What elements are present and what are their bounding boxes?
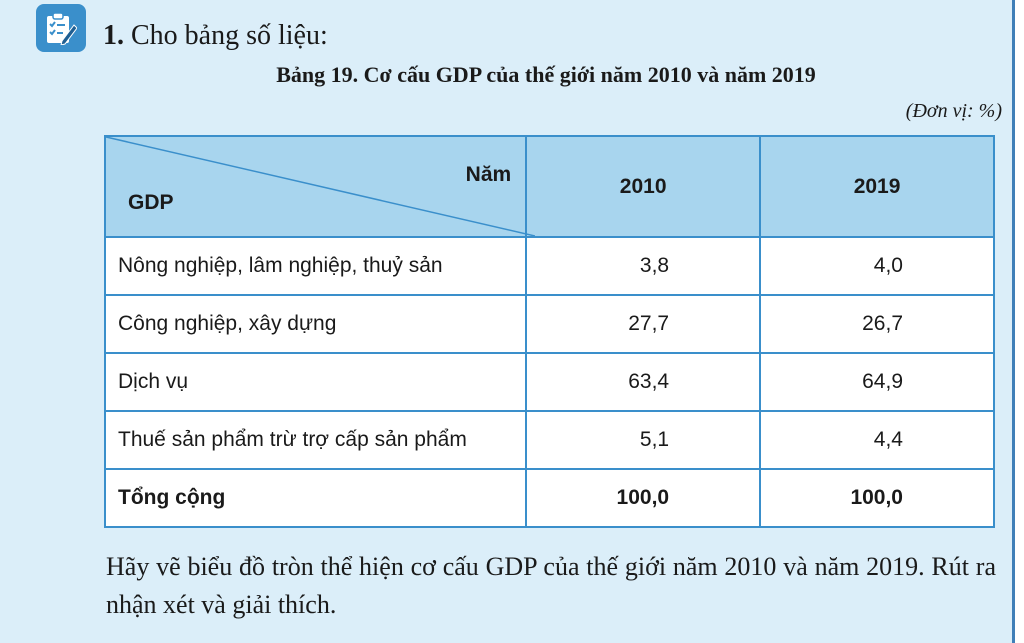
- table-row: Nông nghiệp, lâm nghiệp, thuỷ sản 3,8 4,…: [103, 236, 995, 296]
- panel-border: [1012, 0, 1015, 643]
- value-2010: 3,8: [525, 236, 762, 296]
- table-row: Công nghiệp, xây dựng 27,7 26,7: [103, 294, 995, 354]
- value-2019: 4,4: [759, 410, 995, 470]
- total-label: Tổng cộng: [103, 468, 528, 528]
- total-2019: 100,0: [759, 468, 995, 528]
- row-label: Thuế sản phẩm trừ trợ cấp sản phẩm: [103, 410, 528, 470]
- total-2010: 100,0: [525, 468, 762, 528]
- corner-year-label: Năm: [465, 163, 512, 186]
- value-2010: 5,1: [525, 410, 762, 470]
- column-header-2019: 2019: [759, 135, 995, 238]
- exercise-icon-box: [36, 4, 86, 52]
- column-header-2010: 2010: [525, 135, 762, 238]
- exercise-number: 1.: [103, 20, 124, 51]
- exercise-heading: 1. Cho bảng số liệu:: [103, 20, 328, 52]
- row-label: Công nghiệp, xây dựng: [103, 294, 528, 354]
- table-caption: Bảng 19. Cơ cấu GDP của thế giới năm 201…: [276, 62, 816, 87]
- table-row: Dịch vụ 63,4 64,9: [103, 352, 995, 412]
- table-unit: (Đơn vị: %): [905, 100, 1002, 122]
- row-label: Nông nghiệp, lâm nghiệp, thuỷ sản: [103, 236, 528, 296]
- question-text: Hãy vẽ biểu đồ tròn thể hiện cơ cấu GDP …: [106, 552, 996, 619]
- value-2019: 64,9: [759, 352, 995, 412]
- row-label: Dịch vụ: [103, 352, 528, 412]
- table-row: Thuế sản phẩm trừ trợ cấp sản phẩm 5,1 4…: [103, 410, 995, 470]
- corner-header-cell: Năm GDP: [103, 135, 535, 238]
- value-2010: 27,7: [525, 294, 762, 354]
- value-2019: 26,7: [759, 294, 995, 354]
- value-2019: 4,0: [759, 236, 995, 296]
- table-header-row: Năm GDP 2010 2019: [103, 135, 995, 238]
- value-2010: 63,4: [525, 352, 762, 412]
- checklist-pencil-icon: [47, 12, 77, 45]
- exercise-prompt: Cho bảng số liệu:: [131, 20, 328, 51]
- corner-gdp-label: GDP: [128, 191, 174, 214]
- gdp-table: Năm GDP 2010 2019 Nông nghiệp, lâm nghiệ…: [103, 135, 995, 528]
- diagonal-line: [106, 137, 535, 236]
- total-row: Tổng cộng 100,0 100,0: [103, 468, 995, 528]
